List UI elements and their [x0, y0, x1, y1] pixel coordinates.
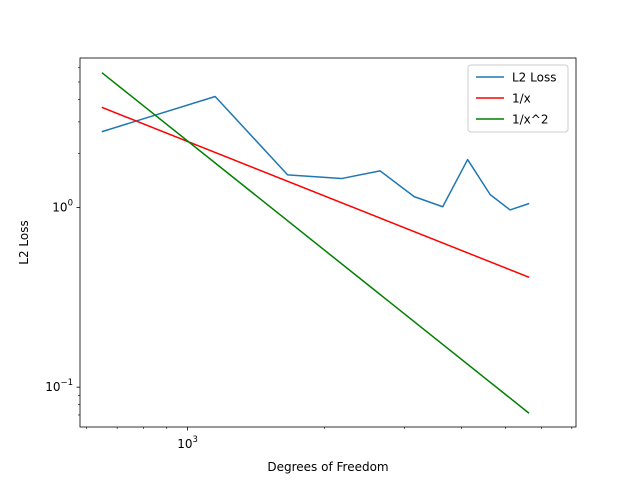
plot-area-frame	[79, 57, 577, 428]
series-line-0	[101, 95, 530, 211]
legend-label-0: L2 Loss	[512, 71, 556, 85]
x-axis-label: Degrees of Freedom	[267, 460, 388, 474]
legend-box	[467, 64, 569, 133]
x-tick-label: 103	[177, 435, 198, 451]
legend-label-2: 1/x^2	[512, 113, 548, 127]
y-tick-label: 100	[52, 199, 73, 215]
y-axis-label: L2 Loss	[17, 220, 31, 264]
series-line-2	[101, 72, 530, 414]
x-axis: 103	[86, 427, 573, 451]
y-axis: 10−1 100	[45, 67, 80, 416]
legend: L2 Loss 1/x 1/x^2	[467, 64, 569, 133]
series-line-1	[101, 106, 530, 279]
series-layer	[101, 72, 530, 414]
legend-label-1: 1/x	[512, 92, 531, 106]
y-tick-label: 10−1	[45, 378, 73, 394]
